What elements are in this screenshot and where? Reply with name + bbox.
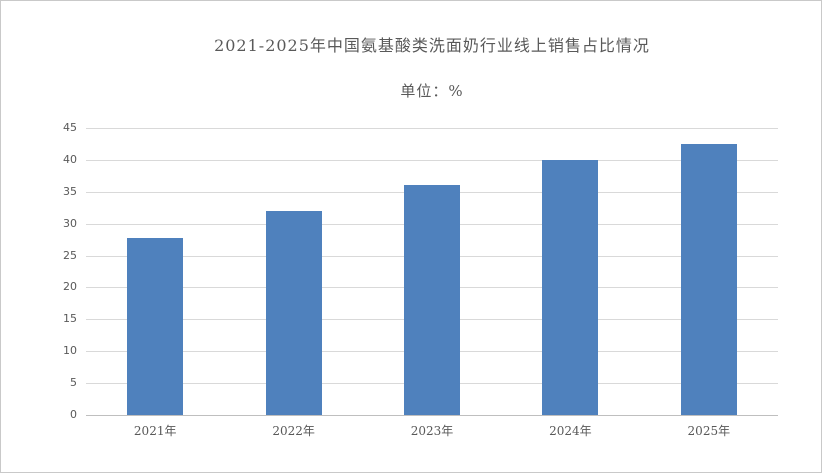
bar-slot: [363, 128, 501, 415]
bar-slot: [640, 128, 778, 415]
gridline: [86, 128, 778, 129]
y-axis-tick-label: 20: [63, 280, 77, 293]
x-axis-tick-label: 2021年: [133, 424, 177, 438]
bar-2023年: [404, 185, 461, 415]
y-axis-tick-label: 10: [63, 344, 77, 357]
x-axis-tick-label: 2023年: [410, 424, 454, 438]
x-axis-baseline: [86, 415, 778, 416]
x-axis-tick-label: 2025年: [687, 424, 731, 438]
chart-title: 2021-2025年中国氨基酸类洗面奶行业线上销售占比情况: [214, 36, 650, 55]
bar-slot: [501, 128, 639, 415]
bar-slot: [86, 128, 224, 415]
y-axis-tick-label: 5: [70, 376, 77, 389]
plot-area: [86, 128, 778, 416]
bar-2022年: [265, 210, 322, 415]
x-axis-tick-label: 2024年: [549, 424, 592, 438]
x-axis-tick-label: 2022年: [272, 424, 315, 438]
x-axis: 2021年 2022年 2023年 2024年 2025年: [86, 422, 778, 439]
bar-series: [86, 128, 778, 415]
bar-2024年: [542, 159, 599, 415]
bar-2025年: [680, 143, 737, 415]
y-axis-tick-label: 40: [63, 153, 77, 166]
y-axis-tick-label: 45: [63, 121, 77, 134]
bar-2021年: [127, 237, 184, 415]
y-axis-tick-label: 25: [63, 249, 77, 262]
gridline: [86, 160, 778, 161]
bar-slot: [224, 128, 362, 415]
y-axis-tick-label: 35: [63, 185, 77, 198]
y-axis-tick-label: 15: [63, 312, 77, 325]
y-axis-tick-label: 30: [63, 217, 77, 230]
y-axis-tick-label: 0: [70, 408, 77, 421]
chart-subtitle: 单位：%: [400, 82, 464, 100]
